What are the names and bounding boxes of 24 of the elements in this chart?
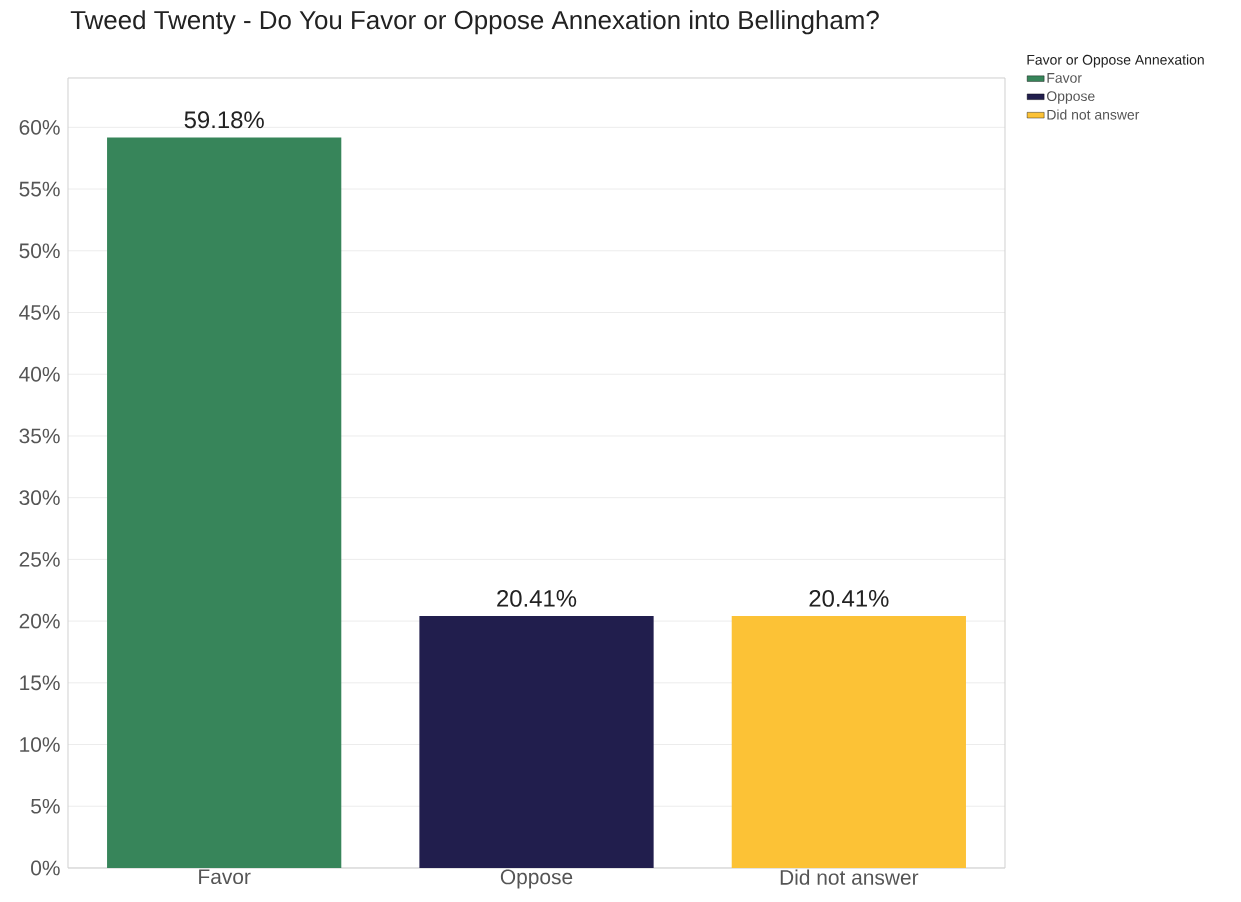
y-tick-label: 60%: [19, 119, 60, 135]
y-tick-label: 25%: [19, 551, 60, 567]
y-tick-label: 35%: [19, 428, 60, 444]
data-label: 20.41%: [497, 589, 577, 607]
legend-label: Did not answer: [1047, 109, 1140, 120]
y-tick-label: 15%: [20, 675, 60, 691]
y-tick-label: 40%: [19, 366, 60, 382]
chart-title: Tweed Twenty - Do You Favor or Oppose Annexation into Bellingham?: [70, 10, 879, 35]
x-tick-label: Did not answer: [780, 869, 919, 885]
y-tick-label: 0%: [31, 860, 60, 876]
data-label: 20.41%: [809, 589, 889, 607]
y-tick-label: 5%: [31, 798, 60, 814]
y-tick-label: 20%: [19, 613, 60, 629]
legend-label: Favor: [1047, 73, 1082, 83]
y-tick-label: 30%: [19, 490, 60, 506]
y-tick-label: 50%: [19, 243, 60, 259]
x-tick-label: Favor: [199, 869, 251, 885]
y-tick-label: 55%: [19, 181, 60, 197]
x-tick-label: Oppose: [500, 869, 573, 889]
y-tick-label: 10%: [20, 737, 60, 752]
legend-label: Oppose: [1047, 91, 1095, 104]
data-label: 59.18%: [184, 111, 264, 129]
y-tick-label: 45%: [19, 305, 60, 320]
legend-title: Favor or Oppose Annexation: [1027, 54, 1204, 68]
